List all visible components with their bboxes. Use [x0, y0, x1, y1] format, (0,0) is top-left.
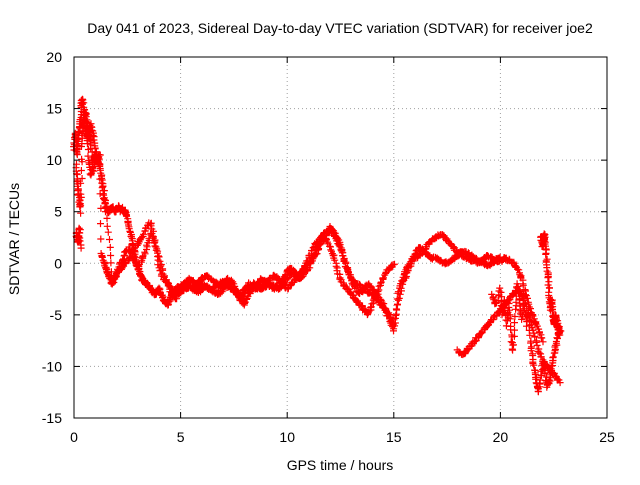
y-tick-label: -10: [42, 358, 62, 374]
data-series: [72, 106, 398, 319]
tick-labels: 0 5 10 15 20 25 -15 -10 -5 0 5 10 15 20: [42, 49, 615, 445]
y-tick-label: 5: [54, 204, 62, 220]
x-tick-label: 0: [70, 429, 78, 445]
x-tick-label: 10: [279, 429, 295, 445]
chart-title: Day 041 of 2023, Sidereal Day-to-day VTE…: [87, 20, 593, 36]
x-tick-label: 15: [386, 429, 402, 445]
y-axis-label: SDTVAR / TECUs: [6, 183, 22, 295]
plot-frame: [73, 56, 608, 419]
x-tick-label: 5: [177, 429, 185, 445]
data-point-markers: [488, 280, 565, 396]
x-axis-label: GPS time / hours: [287, 457, 394, 473]
axis-ticks: [73, 56, 608, 419]
data-point-markers: [537, 230, 564, 339]
x-tick-label: 20: [493, 429, 509, 445]
y-tick-label: -5: [50, 307, 63, 323]
data-point-markers: [72, 106, 398, 319]
grid: [74, 57, 607, 418]
data-series: [488, 280, 565, 396]
data-series: [537, 230, 564, 339]
y-tick-label: 0: [54, 255, 62, 271]
y-tick-label: 20: [46, 49, 62, 65]
y-tick-label: 15: [46, 101, 62, 117]
y-tick-label: -15: [42, 410, 62, 426]
x-tick-label: 25: [599, 429, 615, 445]
y-tick-label: 10: [46, 152, 62, 168]
